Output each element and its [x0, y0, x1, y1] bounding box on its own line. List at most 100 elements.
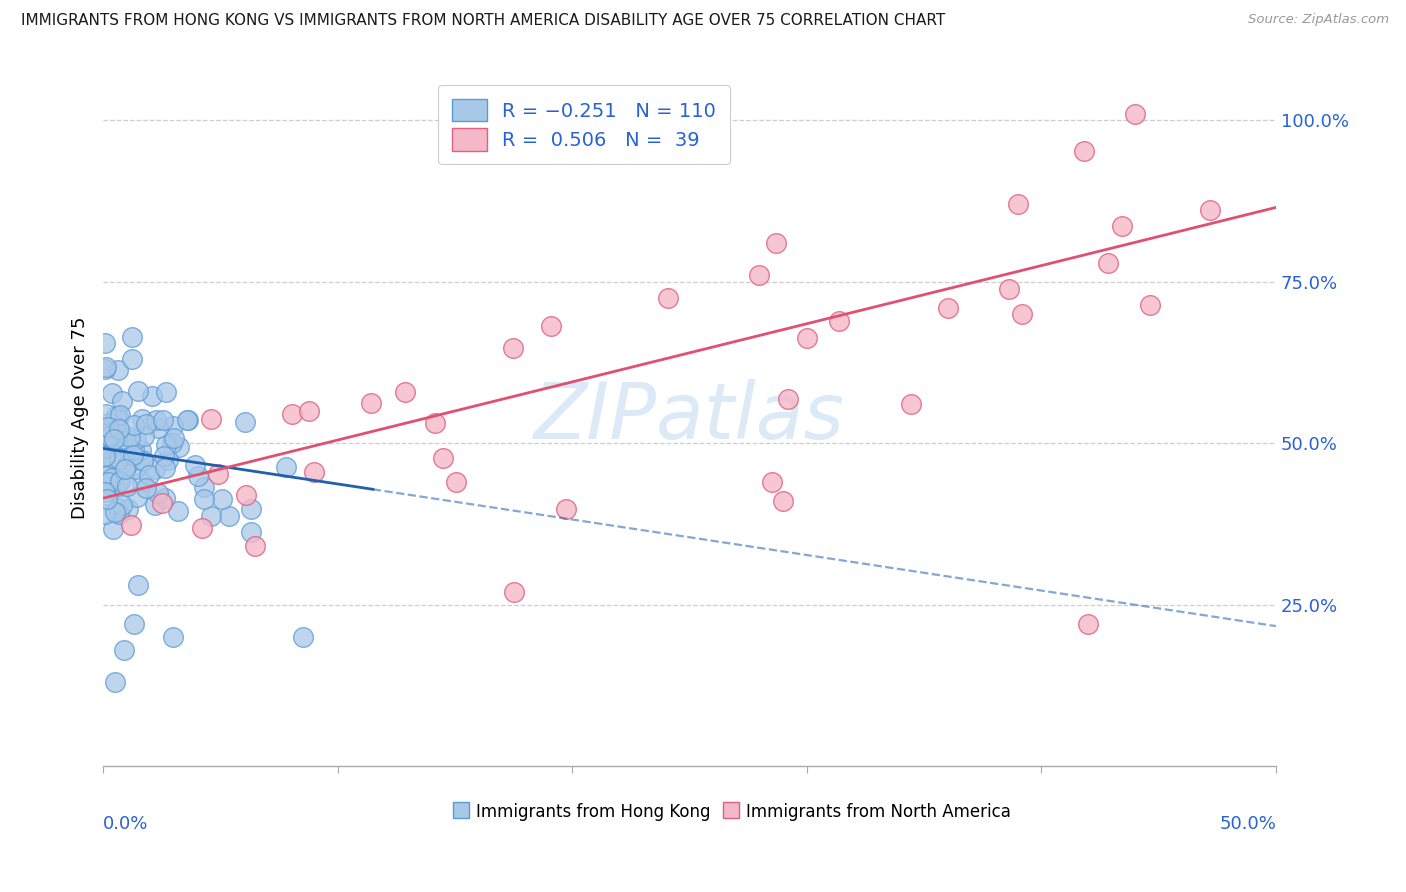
Point	[94, 336, 117, 351]
Point	[108, 422, 131, 436]
Point	[96, 478, 118, 492]
Point	[148, 421, 170, 435]
Legend: R = −0.251   N = 110, R =  0.506   N =  39: R = −0.251 N = 110, R = 0.506 N = 39	[439, 86, 730, 164]
Point	[124, 462, 146, 476]
Point	[162, 630, 184, 644]
Point	[423, 417, 446, 431]
Point	[94, 360, 117, 375]
Point	[121, 352, 143, 367]
Point	[94, 435, 117, 450]
Point	[131, 411, 153, 425]
Point	[776, 392, 799, 406]
Point	[360, 396, 382, 410]
Point	[120, 429, 142, 443]
Point	[125, 433, 148, 447]
Point	[163, 431, 186, 445]
Point	[94, 450, 117, 464]
Point	[108, 474, 131, 488]
Text: IMMIGRANTS FROM HONG KONG VS IMMIGRANTS FROM NORTH AMERICA DISABILITY AGE OVER 7: IMMIGRANTS FROM HONG KONG VS IMMIGRANTS …	[21, 13, 945, 29]
Point	[1111, 219, 1133, 234]
Point	[94, 508, 117, 522]
Point	[235, 488, 257, 502]
Point	[657, 291, 679, 305]
Point	[108, 452, 131, 467]
Point	[104, 505, 127, 519]
Point	[111, 393, 134, 408]
Point	[796, 331, 818, 345]
Point	[138, 468, 160, 483]
Point	[291, 630, 314, 644]
Point	[239, 502, 262, 516]
Point	[160, 436, 183, 450]
Point	[104, 675, 127, 690]
Point	[134, 429, 156, 443]
Point	[155, 437, 177, 451]
Point	[1073, 145, 1095, 159]
Point	[131, 475, 153, 490]
Point	[1077, 617, 1099, 632]
Point	[98, 424, 121, 438]
Point	[152, 449, 174, 463]
Point	[101, 522, 124, 536]
Point	[132, 453, 155, 467]
Point	[125, 490, 148, 504]
Point	[124, 418, 146, 433]
Point	[105, 409, 128, 423]
Point	[96, 407, 118, 421]
Point	[162, 419, 184, 434]
Point	[998, 282, 1021, 296]
Point	[122, 445, 145, 459]
Point	[176, 413, 198, 427]
Point	[148, 486, 170, 500]
Text: 0.0%: 0.0%	[103, 815, 149, 833]
Point	[1139, 298, 1161, 312]
Point	[108, 507, 131, 521]
Point	[118, 433, 141, 447]
Point	[100, 428, 122, 442]
Point	[94, 484, 117, 499]
Point	[107, 501, 129, 516]
Point	[100, 450, 122, 465]
Point	[240, 525, 263, 540]
Point	[103, 430, 125, 444]
Point	[115, 458, 138, 472]
Point	[104, 437, 127, 451]
Point	[540, 318, 562, 333]
Point	[1011, 307, 1033, 321]
Point	[432, 450, 454, 465]
Point	[94, 442, 117, 456]
Point	[235, 415, 257, 429]
Point	[302, 465, 325, 479]
Point	[155, 461, 177, 475]
Point	[127, 384, 149, 399]
Point	[157, 453, 180, 467]
Point	[131, 454, 153, 468]
Point	[936, 301, 959, 315]
Point	[177, 413, 200, 427]
Point	[121, 330, 143, 344]
Point	[108, 408, 131, 422]
Point	[135, 481, 157, 495]
Point	[502, 585, 524, 599]
Point	[96, 492, 118, 507]
Point	[97, 416, 120, 430]
Point	[98, 430, 121, 444]
Point	[96, 468, 118, 483]
Point	[155, 491, 177, 505]
Point	[167, 440, 190, 454]
Point	[243, 540, 266, 554]
Point	[1007, 197, 1029, 211]
Point	[97, 420, 120, 434]
Point	[276, 460, 298, 475]
Point	[122, 448, 145, 462]
Point	[150, 496, 173, 510]
Point	[828, 314, 851, 328]
Point	[107, 409, 129, 423]
Point	[143, 498, 166, 512]
Point	[900, 397, 922, 411]
Point	[112, 432, 135, 446]
Point	[207, 467, 229, 481]
Point	[111, 498, 134, 512]
Point	[111, 435, 134, 450]
Point	[1097, 255, 1119, 269]
